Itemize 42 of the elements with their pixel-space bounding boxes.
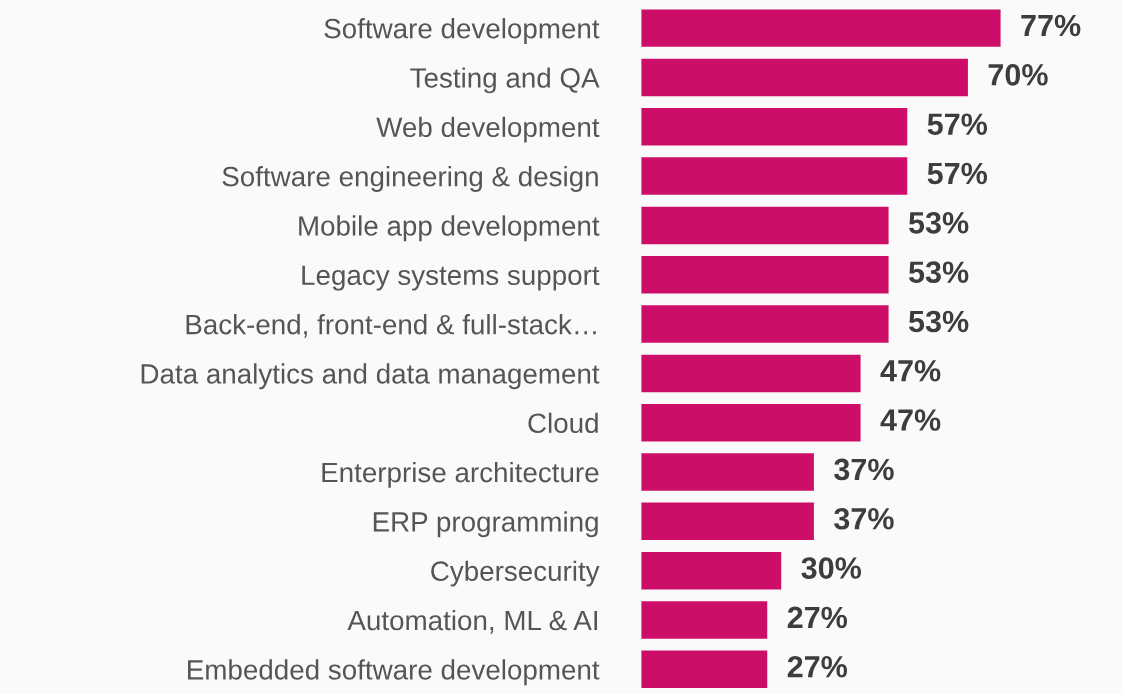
- y-tick-label: Enterprise architecture: [322, 461, 599, 488]
- bar: [641, 58, 968, 97]
- bar: [641, 206, 889, 245]
- y-tick-label: Automation, ML & AI: [347, 609, 598, 634]
- y-tick-label: Mobile app development: [299, 215, 600, 242]
- bar: [641, 108, 908, 146]
- bar: [641, 650, 768, 689]
- data-label: 53%: [908, 211, 969, 234]
- data-label: 30%: [801, 557, 862, 579]
- bar: [641, 601, 768, 639]
- y-tick-label: Cybersecurity: [431, 560, 600, 587]
- data-label: 47%: [880, 409, 941, 431]
- y-tick-label: Data analytics and data management: [141, 363, 600, 390]
- bar: [641, 305, 889, 343]
- y-tick-label: ERP programming: [373, 511, 598, 538]
- data-label: 70%: [988, 64, 1048, 86]
- bar: [641, 502, 814, 541]
- data-label: 53%: [908, 261, 969, 283]
- data-label: 27%: [787, 606, 848, 629]
- y-tick-label: Web development: [376, 116, 600, 143]
- data-label: 77%: [1021, 14, 1081, 37]
- y-tick-label: Back-end, front-end & full-stack…: [186, 314, 596, 338]
- bar: [641, 453, 814, 491]
- data-label: 53%: [908, 310, 969, 333]
- data-label: 37%: [834, 507, 894, 530]
- y-tick-label: Embedded software development: [188, 659, 600, 686]
- bar: [641, 9, 1001, 47]
- bar: [641, 403, 861, 442]
- data-label: 57%: [927, 162, 988, 185]
- data-label: 47%: [880, 360, 941, 382]
- bar: [641, 256, 889, 294]
- bar: [641, 354, 861, 393]
- y-tick-label: Testing and QA: [410, 67, 600, 94]
- y-tick-label: Software development: [324, 18, 600, 44]
- y-tick-label: Software engineering & design: [222, 166, 598, 192]
- data-label: 57%: [927, 113, 988, 135]
- data-label: 27%: [787, 655, 848, 678]
- y-tick-label: Legacy systems support: [302, 265, 600, 291]
- y-tick-label: Cloud: [528, 412, 598, 434]
- bar: [641, 551, 782, 590]
- bar: [641, 157, 908, 195]
- data-label: 37%: [834, 458, 894, 481]
